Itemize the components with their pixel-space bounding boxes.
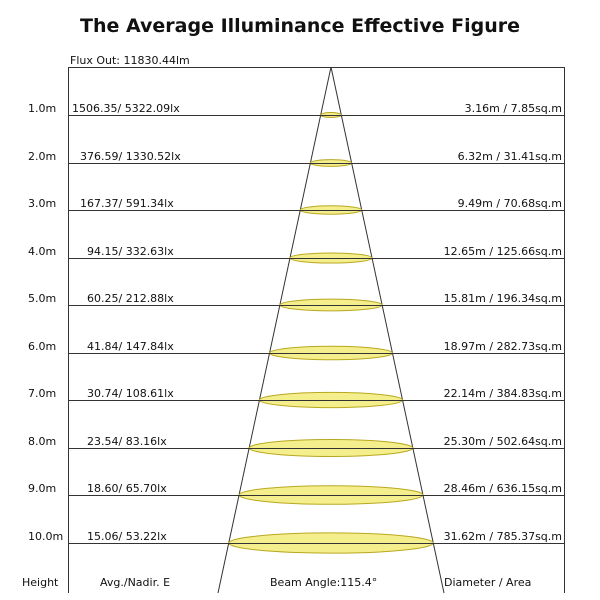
row-height-label: 3.0m <box>28 197 57 210</box>
row-line <box>68 495 565 496</box>
flux-out-label: Flux Out: 11830.44lm <box>70 54 190 67</box>
row-illuminance-label: 376.59/ 1330.52lx <box>80 150 181 163</box>
row-illuminance-label: 23.54/ 83.16lx <box>87 435 167 448</box>
row-height-label: 8.0m <box>28 435 57 448</box>
row-height-label: 1.0m <box>28 102 57 115</box>
row-line <box>68 210 565 211</box>
row-height-label: 10.0m <box>28 530 64 543</box>
row-illuminance-label: 167.37/ 591.34lx <box>80 197 174 210</box>
row-height-label: 6.0m <box>28 340 57 353</box>
beam-spot-ellipse <box>228 532 434 554</box>
row-line <box>68 400 565 401</box>
row-diameter-area-label: 12.65m / 125.66sq.m <box>443 245 562 258</box>
row-diameter-area-label: 31.62m / 785.37sq.m <box>443 530 562 543</box>
row-illuminance-label: 15.06/ 53.22lx <box>87 530 167 543</box>
row-diameter-area-label: 9.49m / 70.68sq.m <box>457 197 562 210</box>
row-height-label: 9.0m <box>28 482 57 495</box>
row-illuminance-label: 41.84/ 147.84lx <box>87 340 174 353</box>
row-illuminance-label: 1506.35/ 5322.09lx <box>72 102 180 115</box>
footer-beam-angle: Beam Angle:115.4° <box>270 576 378 589</box>
beam-spot-ellipse <box>258 391 404 409</box>
cone-left-edge <box>217 66 332 594</box>
row-height-label: 2.0m <box>28 150 57 163</box>
footer-avg-nadir: Avg./Nadir. E <box>100 576 171 589</box>
row-line <box>68 258 565 259</box>
footer-diameter-area: Diameter / Area <box>444 576 532 589</box>
row-line <box>68 115 565 116</box>
diagram-frame <box>68 67 565 593</box>
row-height-label: 5.0m <box>28 292 57 305</box>
row-illuminance-label: 18.60/ 65.70lx <box>87 482 167 495</box>
row-height-label: 7.0m <box>28 387 57 400</box>
row-height-label: 4.0m <box>28 245 57 258</box>
row-diameter-area-label: 25.30m / 502.64sq.m <box>443 435 562 448</box>
beam-spot-ellipse <box>309 159 353 167</box>
row-diameter-area-label: 18.97m / 282.73sq.m <box>443 340 562 353</box>
row-illuminance-label: 94.15/ 332.63lx <box>87 245 174 258</box>
row-illuminance-label: 60.25/ 212.88lx <box>87 292 174 305</box>
row-diameter-area-label: 22.14m / 384.83sq.m <box>443 387 562 400</box>
row-line <box>68 543 565 544</box>
row-line <box>68 448 565 449</box>
cone-right-edge <box>330 66 445 594</box>
row-line <box>68 353 565 354</box>
top-line <box>68 67 565 68</box>
page-title: The Average Illuminance Effective Figure <box>79 15 521 37</box>
row-illuminance-label: 30.74/ 108.61lx <box>87 387 174 400</box>
row-line <box>68 163 565 164</box>
row-diameter-area-label: 3.16m / 7.85sq.m <box>464 102 562 115</box>
footer-height: Height <box>22 576 59 589</box>
row-diameter-area-label: 6.32m / 31.41sq.m <box>457 150 562 163</box>
row-line <box>68 305 565 306</box>
row-diameter-area-label: 15.81m / 196.34sq.m <box>443 292 562 305</box>
beam-spot-ellipse <box>289 252 373 264</box>
row-diameter-area-label: 28.46m / 636.15sq.m <box>443 482 562 495</box>
beam-spot-ellipse <box>248 439 414 457</box>
